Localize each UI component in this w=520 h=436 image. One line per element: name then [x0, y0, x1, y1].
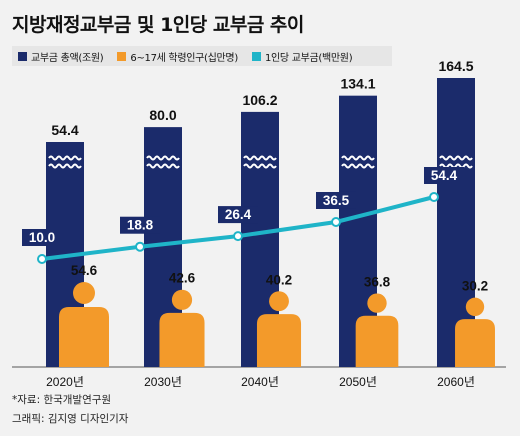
pop-value-label-4: 30.2 — [462, 279, 488, 294]
bar-value-label-0: 54.4 — [51, 122, 78, 138]
legend: 교부금 총액(조원) 6~17세 학령인구(십만명) 1인당 교부금(백만원) — [12, 46, 392, 66]
axis-break-mark-3-0 — [341, 155, 375, 161]
person-head-4 — [465, 297, 485, 317]
source-note: *자료: 한국개발연구원 — [12, 394, 112, 406]
line-value-label-1: 18.8 — [127, 218, 154, 233]
bar-value-label-4: 164.5 — [438, 58, 473, 74]
axis-break-mark-2-0 — [243, 155, 277, 161]
bar-value-label-3: 134.1 — [340, 76, 375, 92]
axis-break-mark-3-1 — [341, 163, 375, 169]
chart-title: 지방재정교부금 및 1인당 교부금 추이 — [12, 14, 304, 36]
line-point-0 — [37, 254, 47, 264]
person-body-0 — [59, 307, 109, 367]
legend-swatch-bar — [18, 51, 27, 61]
category-label-3: 2050년 — [339, 375, 377, 389]
bar-value-label-1: 80.0 — [149, 107, 176, 123]
line-label-box-4 — [424, 167, 464, 184]
line-value-label-0: 10.0 — [29, 230, 55, 245]
axis-break-mark-2-1 — [243, 163, 277, 169]
line-point-2 — [233, 231, 243, 242]
person-body-4 — [455, 319, 495, 367]
person-head-1 — [171, 289, 193, 310]
bar-4 — [437, 78, 475, 367]
category-label-4: 2060년 — [437, 375, 475, 389]
line-point-1 — [135, 241, 145, 252]
credit-note: 그래픽: 김지영 디자인기자 — [12, 413, 129, 425]
pop-value-label-1: 42.6 — [169, 271, 196, 286]
pop-value-label-3: 36.8 — [364, 274, 391, 289]
legend-item-pop: 6~17세 학령인구(십만명) — [117, 49, 238, 64]
person-head-2 — [269, 291, 289, 312]
person-head-3 — [367, 293, 387, 313]
category-label-1: 2030년 — [144, 375, 182, 389]
line-value-label-3: 36.5 — [323, 193, 350, 208]
axis-break-mark-0-1 — [48, 163, 82, 169]
line-label-box-1 — [120, 216, 160, 234]
person-body-1 — [159, 312, 205, 367]
line-label-box-3 — [316, 191, 356, 209]
line-point-3 — [331, 216, 341, 227]
legend-label-pop: 6~17세 학령인구(십만명) — [130, 52, 238, 64]
line-value-label-4: 54.4 — [431, 168, 458, 183]
category-label-2: 2040년 — [241, 375, 279, 389]
legend-item-bar: 교부금 총액(조원) — [18, 49, 104, 64]
legend-label-bar: 교부금 총액(조원) — [31, 52, 104, 64]
axis-break-mark-1-1 — [146, 163, 180, 169]
pop-value-label-0: 54.6 — [71, 263, 98, 278]
line-label-box-2 — [218, 206, 258, 224]
legend-item-line: 1인당 교부금(백만원) — [251, 49, 353, 64]
bar-value-label-2: 106.2 — [242, 92, 277, 108]
axis-break-mark-1-0 — [146, 155, 180, 161]
legend-swatch-pop — [117, 51, 127, 61]
axis-break-mark-4-0 — [439, 155, 473, 161]
category-label-0: 2020년 — [46, 375, 84, 389]
axis-break-mark-0-0 — [48, 155, 82, 161]
line-label-box-0 — [22, 229, 62, 246]
legend-label-line: 1인당 교부금(백만원) — [264, 52, 353, 64]
pop-value-label-2: 40.2 — [266, 272, 292, 287]
person-body-3 — [355, 315, 399, 367]
person-body-2 — [256, 314, 302, 367]
legend-swatch-line — [251, 51, 261, 61]
line-value-label-2: 26.4 — [225, 207, 252, 222]
person-head-0 — [73, 282, 95, 304]
line-point-4 — [429, 192, 439, 202]
